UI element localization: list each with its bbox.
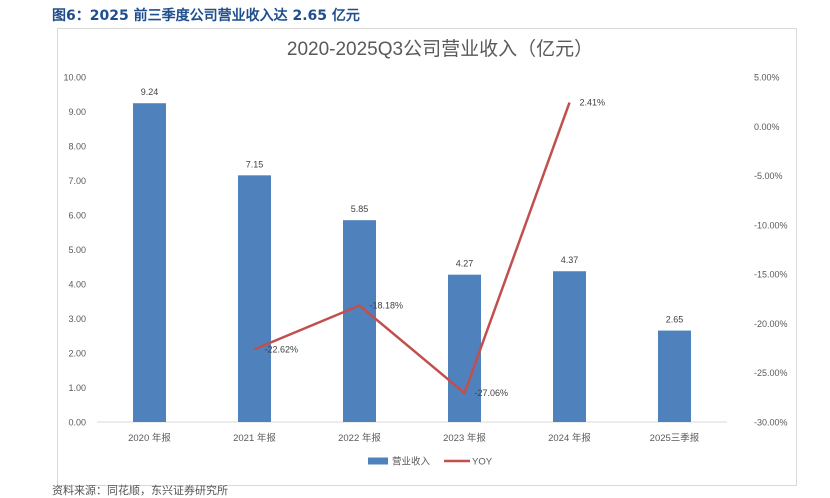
left-tick-label: 0.00 [68, 418, 86, 428]
revenue-data-label: 4.27 [456, 259, 474, 269]
left-tick-label: 9.00 [68, 107, 86, 117]
bar-series [133, 103, 691, 422]
left-tick-label: 5.00 [68, 245, 86, 255]
category-label: 2024 年报 [548, 432, 591, 444]
revenue-data-label: 9.24 [141, 87, 159, 97]
revenue-bar [343, 220, 376, 422]
revenue-data-label: 2.65 [666, 315, 684, 325]
yoy-data-label: -27.06% [475, 388, 509, 398]
category-labels: 2020 年报 2021 年报 2022 年报 2023 年报 2024 年报 2025三… [128, 432, 700, 444]
legend-label-yoy: YOY [472, 457, 493, 468]
bar-data-labels: 9.24 7.15 5.85 4.27 4.37 2.65 [141, 87, 684, 324]
right-tick-label: -20.00% [754, 319, 788, 329]
revenue-bar [133, 103, 166, 422]
left-tick-label: 1.00 [68, 383, 86, 393]
revenue-bar [448, 275, 481, 422]
legend-swatch-revenue [368, 458, 388, 465]
category-label: 2021 年报 [233, 432, 276, 444]
left-axis-ticks: 0.00 1.00 2.00 3.00 4.00 5.00 6.00 7.00 8.00 9.00… [63, 73, 86, 428]
left-tick-label: 8.00 [68, 142, 86, 152]
left-tick-label: 4.00 [68, 280, 86, 290]
right-tick-label: -10.00% [754, 220, 788, 230]
revenue-data-label: 7.15 [246, 159, 264, 169]
category-label: 2023 年报 [443, 432, 486, 444]
right-tick-label: -30.00% [754, 418, 788, 428]
category-label: 2022 年报 [338, 432, 381, 444]
left-tick-label: 7.00 [68, 176, 86, 186]
yoy-data-label: -22.62% [265, 344, 299, 354]
category-label: 2020 年报 [128, 432, 171, 444]
left-tick-label: 2.00 [68, 349, 86, 359]
revenue-bar [238, 175, 271, 422]
left-tick-label: 10.00 [63, 73, 86, 83]
yoy-data-label: 2.41% [580, 98, 606, 108]
source-note: 资料来源：同花顺，东兴证券研究所 [52, 482, 228, 498]
yoy-data-label: -18.18% [370, 300, 404, 310]
left-tick-label: 6.00 [68, 211, 86, 221]
right-tick-label: -15.00% [754, 270, 788, 280]
yoy-line-series [254, 102, 569, 393]
category-label: 2025三季报 [650, 432, 700, 444]
revenue-data-label: 5.85 [351, 204, 369, 214]
revenue-data-label: 4.37 [561, 255, 579, 265]
right-axis-ticks: -30.00% -25.00% -20.00% -15.00% -10.00% -5.00… [754, 73, 788, 428]
right-tick-label: -5.00% [754, 171, 783, 181]
chart-title: 2020-2025Q3公司营业收入（亿元） [287, 38, 593, 60]
left-tick-label: 3.00 [68, 314, 86, 324]
right-tick-label: -25.00% [754, 368, 788, 378]
right-tick-label: 5.00% [754, 73, 780, 83]
yoy-line [255, 103, 570, 393]
legend-label-revenue: 营业收入 [392, 456, 431, 468]
right-tick-label: 0.00% [754, 122, 780, 132]
legend: 营业收入 YOY [368, 456, 493, 468]
revenue-bar [658, 331, 691, 422]
revenue-bar [553, 271, 586, 422]
